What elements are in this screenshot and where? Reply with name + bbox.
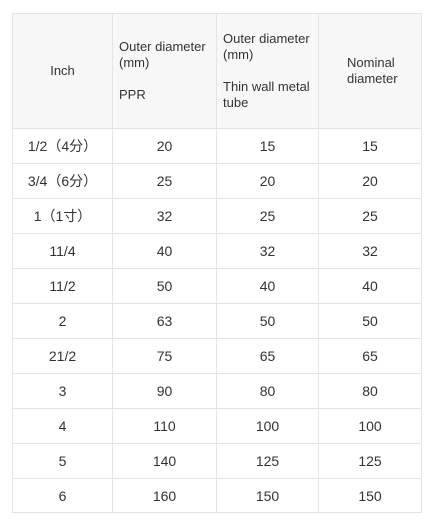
table-row: 3/4（6分） 25 20 20 (12, 163, 422, 199)
table-row: 1/2（4分） 20 15 15 (12, 128, 422, 164)
table-row: 1（1寸） 32 25 25 (12, 198, 422, 234)
header-row: Inch Outer diameter (mm) PPR Outer diame… (12, 13, 422, 129)
header-metal-outer-diameter: Outer diameter (mm) Thin wall metal tube (216, 13, 319, 129)
cell-metal: 25 (216, 198, 319, 234)
cell-ppr: 50 (112, 268, 217, 304)
cell-nominal: 32 (318, 233, 422, 269)
header-metal-material: Thin wall metal tube (223, 79, 310, 110)
cell-inch: 6 (12, 478, 113, 513)
cell-inch: 3 (12, 373, 113, 409)
cell-inch: 1（1寸） (12, 198, 113, 234)
cell-metal: 15 (216, 128, 319, 164)
cell-metal: 40 (216, 268, 319, 304)
cell-ppr: 40 (112, 233, 217, 269)
table-row: 3 90 80 80 (12, 373, 422, 409)
table-row: 6 160 150 150 (12, 478, 422, 513)
cell-nominal: 65 (318, 338, 422, 374)
header-inch: Inch (12, 13, 113, 129)
cell-ppr: 110 (112, 408, 217, 444)
header-nominal-label: Nominal diameter (347, 55, 398, 86)
cell-ppr: 20 (112, 128, 217, 164)
header-ppr-outer-diameter: Outer diameter (mm) PPR (112, 13, 217, 129)
header-nominal-diameter: Nominal diameter (318, 13, 422, 129)
cell-metal: 65 (216, 338, 319, 374)
cell-metal: 125 (216, 443, 319, 479)
header-metal-label: Outer diameter (mm) (223, 31, 310, 62)
cell-inch: 2 (12, 303, 113, 339)
cell-metal: 50 (216, 303, 319, 339)
cell-ppr: 25 (112, 163, 217, 199)
cell-inch: 11/4 (12, 233, 113, 269)
cell-ppr: 140 (112, 443, 217, 479)
cell-inch: 3/4（6分） (12, 163, 113, 199)
header-inch-label: Inch (50, 63, 75, 78)
cell-nominal: 100 (318, 408, 422, 444)
table-row: 5 140 125 125 (12, 443, 422, 479)
cell-ppr: 160 (112, 478, 217, 513)
pipe-size-table: Inch Outer diameter (mm) PPR Outer diame… (12, 13, 422, 513)
cell-inch: 11/2 (12, 268, 113, 304)
table-row: 2 63 50 50 (12, 303, 422, 339)
cell-inch: 1/2（4分） (12, 128, 113, 164)
cell-nominal: 25 (318, 198, 422, 234)
cell-metal: 150 (216, 478, 319, 513)
header-ppr-material: PPR (119, 87, 146, 102)
cell-nominal: 15 (318, 128, 422, 164)
table-row: 21/2 75 65 65 (12, 338, 422, 374)
cell-nominal: 150 (318, 478, 422, 513)
table-row: 11/4 40 32 32 (12, 233, 422, 269)
table-row: 11/2 50 40 40 (12, 268, 422, 304)
cell-nominal: 40 (318, 268, 422, 304)
cell-ppr: 90 (112, 373, 217, 409)
cell-metal: 32 (216, 233, 319, 269)
header-ppr-label: Outer diameter (mm) (119, 39, 206, 70)
cell-ppr: 32 (112, 198, 217, 234)
cell-inch: 4 (12, 408, 113, 444)
pipe-size-table-container: Inch Outer diameter (mm) PPR Outer diame… (12, 13, 422, 513)
table-header: Inch Outer diameter (mm) PPR Outer diame… (12, 13, 422, 129)
cell-ppr: 75 (112, 338, 217, 374)
cell-nominal: 20 (318, 163, 422, 199)
table-row: 4 110 100 100 (12, 408, 422, 444)
cell-metal: 20 (216, 163, 319, 199)
cell-inch: 5 (12, 443, 113, 479)
table-body: 1/2（4分） 20 15 15 3/4（6分） 25 20 20 1（1寸） … (12, 128, 422, 513)
cell-nominal: 125 (318, 443, 422, 479)
cell-nominal: 80 (318, 373, 422, 409)
cell-metal: 100 (216, 408, 319, 444)
cell-metal: 80 (216, 373, 319, 409)
cell-nominal: 50 (318, 303, 422, 339)
cell-ppr: 63 (112, 303, 217, 339)
cell-inch: 21/2 (12, 338, 113, 374)
